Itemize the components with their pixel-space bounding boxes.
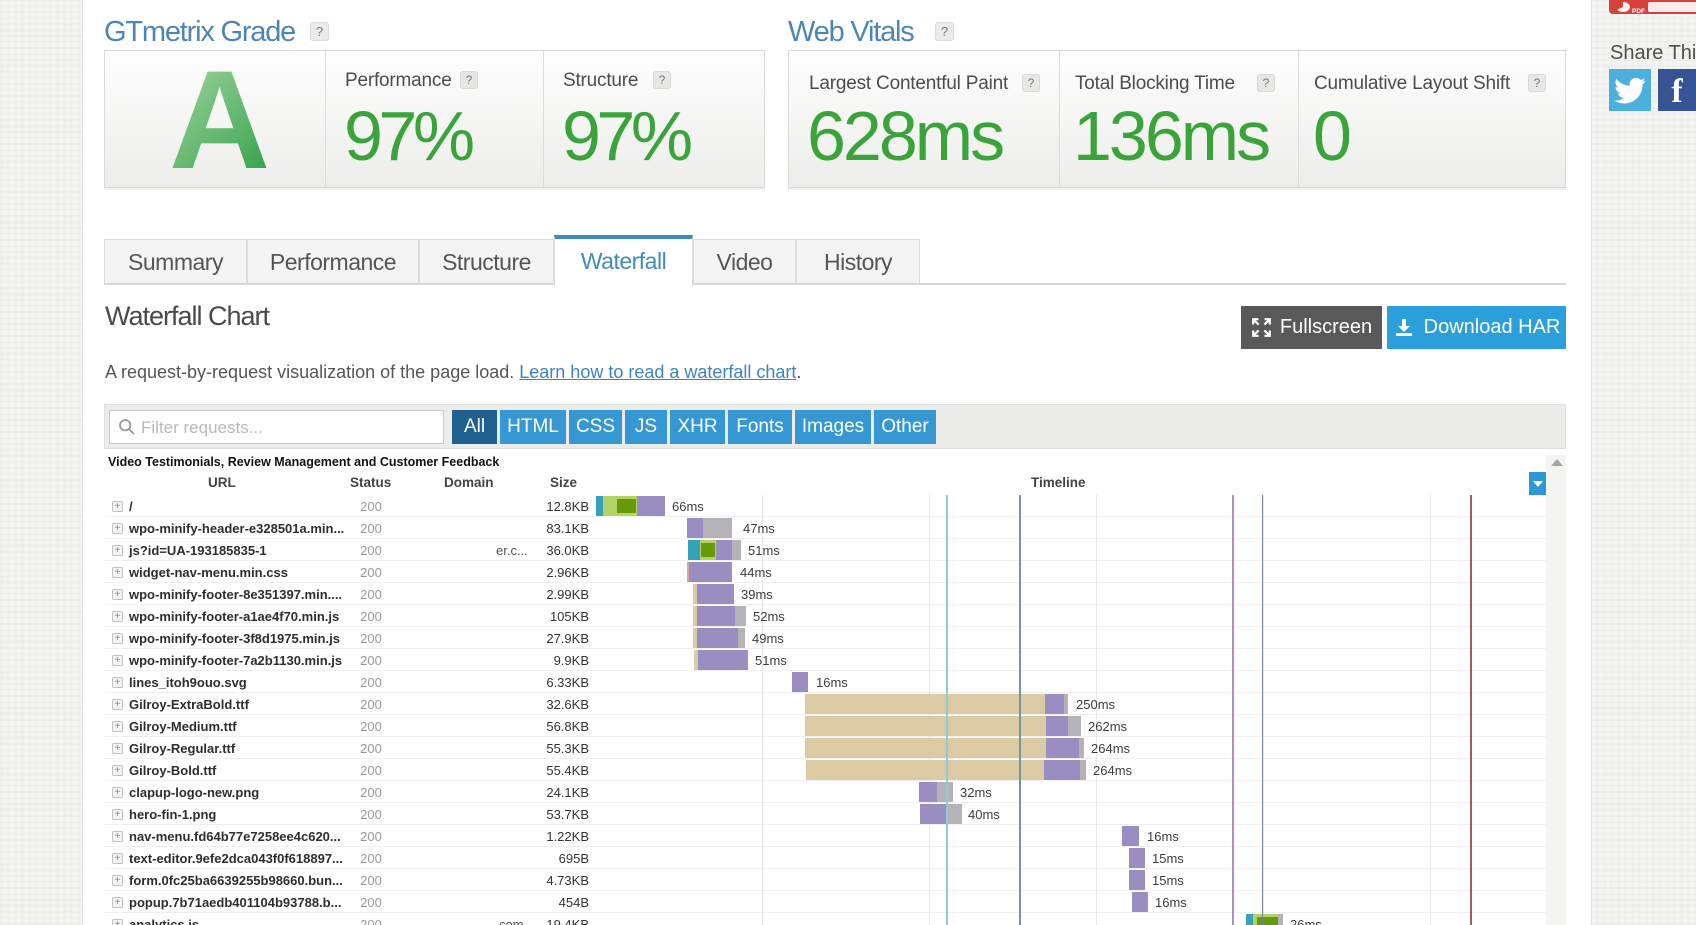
- svg-text:PDF: PDF: [1632, 8, 1645, 14]
